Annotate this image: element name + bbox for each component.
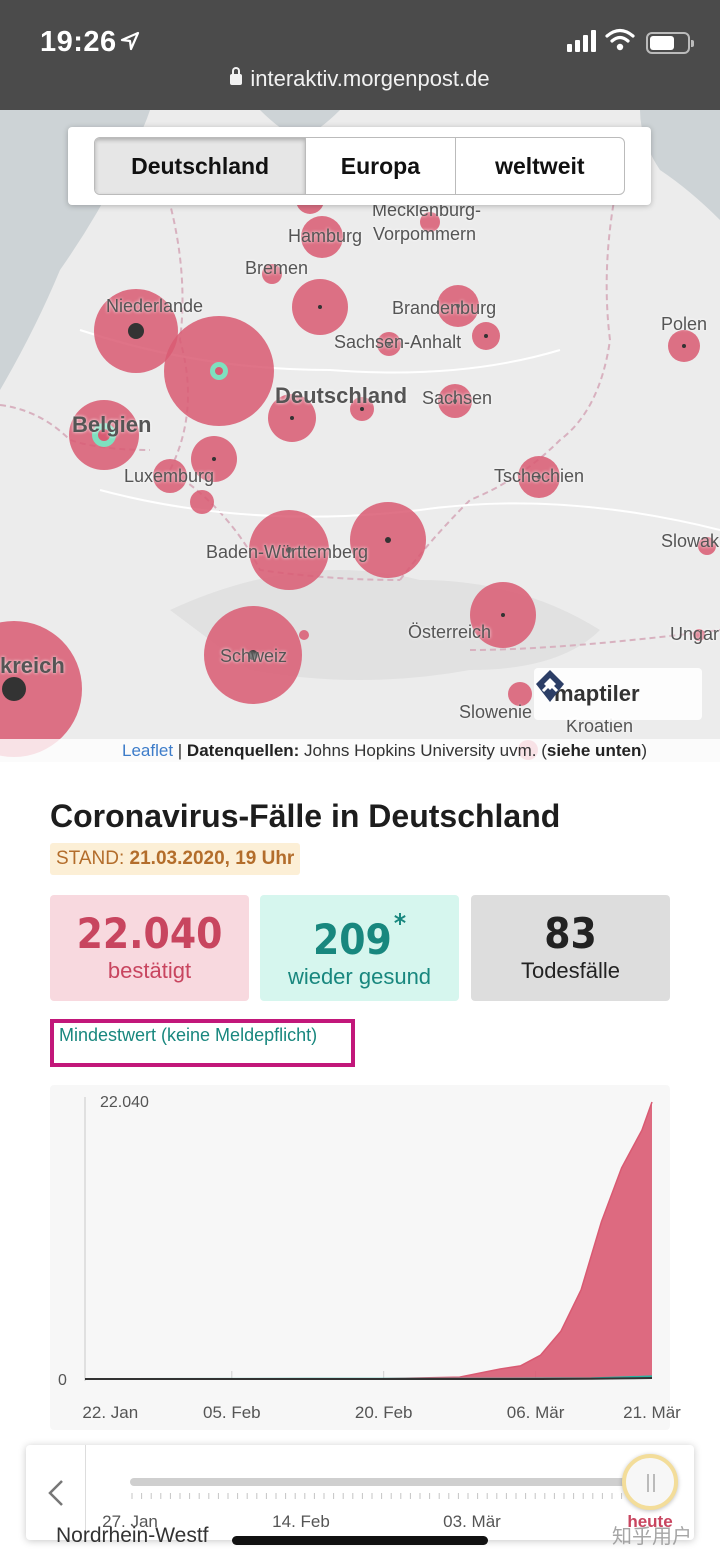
attribution-separator: |	[173, 741, 187, 760]
map-label-luxemburg: Luxemburg	[124, 466, 215, 486]
map[interactable]: Mecklenburg- Vorpommern Hamburg Bremen N…	[0, 110, 720, 762]
map-label-schweiz: Schweiz	[220, 646, 288, 666]
timeline-handle[interactable]	[622, 1454, 678, 1510]
maptiler-logo-text: maptiler	[554, 681, 640, 706]
watermark: 知乎用户	[612, 1526, 692, 1548]
bubble-centers	[2, 304, 686, 701]
tab-deutschland[interactable]: Deutschland	[95, 138, 307, 194]
back-button[interactable]	[26, 1445, 86, 1540]
chart-x-tick-label: 22. Jan	[82, 1403, 139, 1422]
chart-x-tick-label: 06. Mär	[506, 1403, 565, 1422]
recovered-label: wieder gesund	[287, 964, 432, 989]
url-text: interaktiv.morgenpost.de	[250, 66, 490, 91]
next-section-peek: Nordrhein-Westf	[56, 1524, 209, 1547]
chevron-left-icon	[47, 1479, 63, 1506]
map-label-deutschland: Deutschland	[275, 383, 408, 408]
border-austria	[469, 629, 720, 651]
maptiler-logo[interactable]: maptiler	[534, 668, 702, 720]
chart-x-tick-label: 05. Feb	[202, 1403, 261, 1422]
series-area-confirmed	[85, 1102, 652, 1379]
chart-x-tick-label: 21. Mär	[623, 1403, 681, 1422]
map-label-baden-wuerttemberg: Baden-Württemberg	[206, 542, 369, 562]
deaths-label: Todesfälle	[520, 958, 621, 983]
chart-x-tick-label: 20. Feb	[354, 1403, 413, 1422]
map-label-mecklenburg: Mecklenburg-	[372, 200, 482, 220]
recovered-box: 209* wieder gesund	[260, 895, 459, 1001]
series-line-deaths	[85, 1377, 653, 1380]
map-label-kroatien: Kroatien	[566, 716, 634, 736]
lock-icon	[230, 67, 243, 85]
status-time: 19:26	[40, 26, 117, 58]
region-tabs: Deutschland Europa weltweit	[68, 127, 651, 205]
map-label-brandenburg: Brandenburg	[392, 298, 497, 318]
tab-weltweit[interactable]: weltweit	[495, 152, 585, 179]
map-label-vorpommern: Vorpommern	[373, 224, 477, 244]
page-title: Coronavirus-Fälle in Deutschland	[50, 798, 561, 834]
confirmed-label: bestätigt	[107, 958, 192, 983]
stand-value: 21.03.2020, 19 Uhr	[129, 848, 295, 869]
map-attribution: Leaflet | Datenquellen: Johns Hopkins Un…	[0, 739, 720, 762]
attribution-close: )	[641, 741, 647, 760]
map-label-bremen: Bremen	[245, 258, 309, 278]
location-arrow-icon	[120, 31, 140, 51]
battery-icon	[646, 32, 694, 54]
timeline-ticks	[131, 1493, 642, 1499]
map-label-sachsen-anhalt: Sachsen-Anhalt	[334, 332, 462, 352]
map-label-slowakei: Slowak	[661, 531, 720, 551]
map-label-polen: Polen	[661, 314, 708, 334]
map-label-tschechien: Tschechien	[494, 466, 585, 486]
recovered-count: 209	[312, 915, 392, 964]
map-label-niederlande: Niederlande	[106, 296, 204, 316]
map-canvas	[0, 110, 720, 760]
sources-label: Datenquellen:	[186, 741, 300, 760]
baltic-sea-west	[260, 110, 340, 140]
home-indicator[interactable]	[232, 1536, 488, 1545]
confirmed-box: 22.040 bestätigt	[50, 895, 249, 1001]
deaths-box: 83 Todesfälle	[471, 895, 670, 1001]
deaths-count: 83	[544, 909, 597, 958]
cases-chart: 22.040 0 22. Jan 05. Feb 20. Feb 06. Mär 21.…	[50, 1085, 681, 1430]
timeline-label-03-maer: 03. Mär	[443, 1512, 501, 1531]
see-below-link[interactable]: siehe unten	[546, 741, 642, 760]
timeline-label-heute: heute	[627, 1512, 673, 1531]
sources-text: Johns Hopkins University uvm. (	[299, 741, 547, 760]
map-label-frankreich: kreich	[0, 653, 65, 678]
map-label-hamburg: Hamburg	[288, 226, 363, 246]
map-label-ungarn: Ungar	[670, 624, 720, 644]
footnote-highlight: Mindestwert (keine Meldepflicht)	[50, 1019, 355, 1067]
stand-label: STAND:	[56, 848, 130, 869]
wifi-icon	[605, 28, 635, 51]
stand-badge: STAND: 21.03.2020, 19 Uhr	[50, 843, 301, 875]
map-label-sachsen: Sachsen	[422, 388, 493, 408]
map-label-oesterreich: Österreich	[408, 622, 492, 642]
baltic-sea-east	[640, 110, 720, 220]
maptiler-logo-icon	[536, 670, 564, 702]
recovered-asterisk: *	[393, 909, 407, 939]
cases-chart-canvas: 22.040 0	[58, 1094, 653, 1389]
map-label-belgien: Belgien	[72, 412, 152, 437]
leaflet-link[interactable]: Leaflet	[122, 741, 174, 760]
chart-y-tick-zero: 0	[58, 1372, 67, 1389]
cellular-signal-icon	[567, 30, 596, 52]
status-bar: 19:26 interaktiv.morgenpost.de	[0, 0, 720, 110]
timeline-slider: 27. Jan 14. Feb 03. Mär heute	[26, 1445, 694, 1540]
timeline-track[interactable]	[130, 1478, 654, 1486]
confirmed-count: 22.040	[76, 909, 223, 958]
timeline-label-14-feb: 14. Feb	[272, 1512, 330, 1531]
chart-y-tick-max: 22.040	[100, 1094, 149, 1111]
recovered-markers	[92, 362, 228, 447]
address-bar[interactable]: interaktiv.morgenpost.de	[0, 66, 720, 92]
timeline-label-27-jan: 27. Jan	[102, 1512, 158, 1531]
tab-europa[interactable]: Europa	[306, 138, 456, 194]
footnote-text: Mindestwert (keine Meldepflicht)	[59, 1025, 318, 1045]
map-label-slowenien: Slowenie	[459, 702, 533, 722]
